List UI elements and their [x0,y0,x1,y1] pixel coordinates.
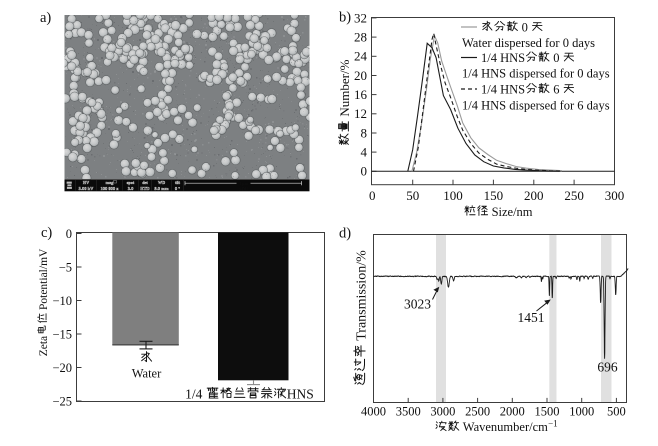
svg-text:200: 200 [524,188,544,203]
svg-text:32: 32 [354,10,367,25]
svg-text:Transmission/%: Transmission/% [354,250,369,344]
svg-text:tilt: tilt [175,180,181,185]
svg-text:2500: 2500 [465,405,490,419]
svg-text:WD: WD [158,180,165,185]
svg-text:d): d) [339,225,351,241]
svg-text:Number/%: Number/% [337,59,352,119]
svg-text:det: det [142,180,148,185]
svg-text:9.0 mm: 9.0 mm [154,186,168,191]
svg-text:1/4 HNS dispersed for 6 days: 1/4 HNS dispersed for 6 days [462,98,610,112]
svg-text:8: 8 [361,125,368,140]
svg-text:696: 696 [597,360,618,375]
svg-text:0: 0 [369,188,376,203]
svg-text:250: 250 [564,188,584,203]
svg-text:3023: 3023 [404,296,431,311]
svg-text:100: 100 [443,188,463,203]
svg-text:0: 0 [66,227,72,241]
svg-text:spot: spot [127,180,135,185]
svg-text:Size/nm: Size/nm [488,205,532,219]
svg-text:4: 4 [361,145,368,160]
svg-text:28: 28 [354,30,367,45]
svg-text:20: 20 [354,68,367,83]
svg-text:a): a) [40,10,51,26]
svg-text:1/4 HNS: 1/4 HNS [481,82,525,96]
svg-text:ETD: ETD [140,186,150,191]
svg-text:SDU: SDU [239,187,249,192]
svg-text:c): c) [41,225,52,241]
svg-text:5.00 kV: 5.00 kV [79,186,95,191]
svg-text:1/4 HNS dispersed for 0 days: 1/4 HNS dispersed for 0 days [462,66,610,80]
svg-text:2000: 2000 [500,405,525,419]
svg-text:24: 24 [354,49,368,64]
svg-text:−1: −1 [548,419,558,429]
svg-text:Water dispersed for 0 days: Water dispersed for 0 days [462,36,595,50]
svg-text:0: 0 [519,20,532,34]
svg-text:6: 6 [550,82,563,96]
svg-text:HNS: HNS [287,387,314,402]
svg-text:1/4 HNS: 1/4 HNS [481,51,525,65]
svg-text:100 000 x: 100 000 x [101,186,120,191]
svg-text:mag: mag [106,180,115,185]
svg-text:0 °: 0 ° [175,186,180,191]
svg-text:Zeta: Zeta [38,336,50,356]
svg-text:300: 300 [605,188,625,203]
svg-text:0: 0 [361,164,368,179]
svg-text:3.0: 3.0 [128,186,134,191]
svg-text:Water: Water [132,367,162,381]
svg-text:1500: 1500 [535,405,560,419]
svg-text:1000: 1000 [569,405,594,419]
svg-text:−5: −5 [59,260,72,274]
svg-text:1 μm: 1 μm [239,181,249,186]
svg-text:b): b) [339,9,351,25]
svg-text:3500: 3500 [396,405,421,419]
svg-text:0: 0 [550,51,563,65]
svg-text:150: 150 [484,188,504,203]
svg-text:1451: 1451 [518,310,545,325]
svg-text:−15: −15 [52,327,72,341]
svg-text:16: 16 [354,87,368,102]
svg-text:−25: −25 [52,394,72,408]
svg-text:1/4: 1/4 [185,387,206,402]
svg-text:12: 12 [354,106,367,121]
svg-text:Wavenumber/cm: Wavenumber/cm [460,420,548,434]
svg-text:−10: −10 [52,294,72,308]
svg-text:50: 50 [406,188,419,203]
svg-text:Potential/mV: Potential/mV [38,248,50,313]
svg-text:HV: HV [83,180,89,185]
svg-text:500: 500 [607,405,626,419]
svg-text:−20: −20 [52,361,72,375]
svg-text:4000: 4000 [361,405,386,419]
svg-text:3000: 3000 [430,405,455,419]
